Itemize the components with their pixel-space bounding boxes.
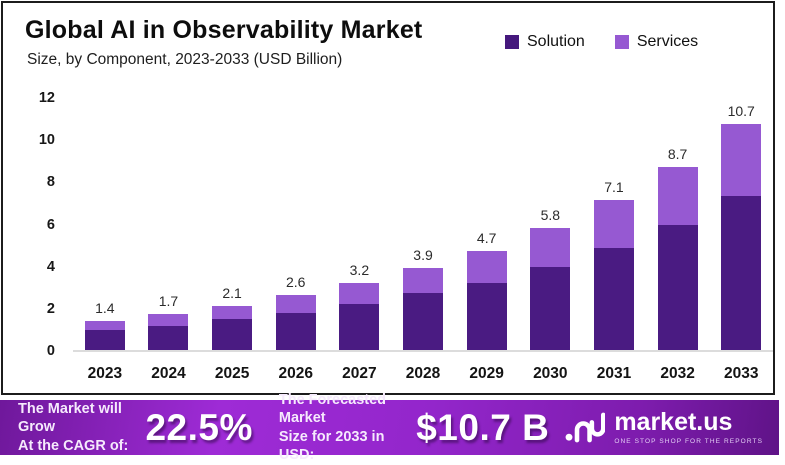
y-axis-tick-6: 6 xyxy=(46,216,55,233)
bar-column-2029: 4.7 xyxy=(455,230,519,350)
chart-panel: Global AI in Observability Market Size, … xyxy=(1,1,775,395)
brand-text: market.us ONE STOP SHOP FOR THE REPORTS xyxy=(614,408,763,446)
x-axis-label-2025: 2025 xyxy=(214,365,250,382)
x-axis: 2023 2024 2025 2026 2027 2028 2029 2030 2031 2032… xyxy=(73,365,773,383)
x-axis-label-2028: 2028 xyxy=(405,365,441,382)
bar-segment-solution-2023 xyxy=(84,330,125,350)
legend-label: Solution xyxy=(527,33,585,50)
bar-segment-services-2030 xyxy=(530,227,571,267)
bar-column-2024: 1.7 xyxy=(137,293,201,350)
bar-segment-solution-2028 xyxy=(403,293,444,350)
cagr-label-line1: The Market will Grow xyxy=(18,401,122,436)
bar-column-2031: 7.1 xyxy=(582,179,646,350)
x-axis-label-2024: 2024 xyxy=(151,365,186,382)
y-axis-tick-12: 12 xyxy=(38,90,55,106)
bar-segment-services-2029 xyxy=(466,250,507,283)
x-axis-label-2023: 2023 xyxy=(87,365,123,382)
brand-logo: market.us ONE STOP SHOP FOR THE REPORTS xyxy=(565,410,767,445)
bar-value-label: 10.7 xyxy=(727,103,755,120)
bar-segment-services-2024 xyxy=(148,314,189,326)
forecast-value: $10.7 B xyxy=(416,406,550,448)
cagr-value: 22.5% xyxy=(145,406,253,448)
legend-label: Services xyxy=(636,33,699,50)
bar-column-2032: 8.7 xyxy=(646,146,710,350)
bar-value-label: 1.7 xyxy=(158,293,179,310)
x-axis-label-2026: 2026 xyxy=(278,365,313,382)
forecast-label-line1: The Forecasted Market xyxy=(278,392,387,427)
brand-name: market.us xyxy=(614,408,733,436)
cagr-label-line2: At the CAGR of: xyxy=(18,437,129,454)
x-axis-label-2027: 2027 xyxy=(342,365,377,382)
y-axis-tick-8: 8 xyxy=(46,174,55,191)
cagr-label: The Market will Grow At the CAGR of: xyxy=(18,400,129,454)
x-axis-label-2033: 2033 xyxy=(723,365,759,382)
bar-segment-services-2027 xyxy=(339,282,380,304)
legend: Solution Services xyxy=(505,33,698,51)
bar-segment-solution-2024 xyxy=(148,325,189,350)
legend-swatch xyxy=(614,35,629,49)
bars-container: 1.4 1.7 2.1 2.6 3.2 3.9 4.7 5.8 7.1 8.7 10.7 xyxy=(73,99,773,350)
bar-value-label: 2.1 xyxy=(222,284,242,301)
y-axis-tick-4: 4 xyxy=(46,258,55,275)
legend-swatch xyxy=(505,35,519,49)
y-axis-tick-0: 0 xyxy=(46,343,55,359)
bar-segment-solution-2026 xyxy=(275,313,316,350)
bar-value-label: 3.2 xyxy=(349,261,370,278)
bar-segment-services-2023 xyxy=(84,320,125,330)
bar-segment-services-2028 xyxy=(403,267,444,294)
bar-value-label: 1.4 xyxy=(95,299,115,316)
bar-segment-solution-2033 xyxy=(721,196,762,350)
page-title: Global AI in Observability Market xyxy=(25,16,423,44)
bar-column-2028: 3.9 xyxy=(391,247,455,350)
x-axis-label-2031: 2031 xyxy=(596,365,632,382)
bar-segment-solution-2030 xyxy=(530,266,571,350)
bar-column-2026: 2.6 xyxy=(264,274,328,350)
bar-value-label: 3.9 xyxy=(413,246,433,263)
bar-segment-services-2025 xyxy=(212,305,253,320)
bar-column-2027: 3.2 xyxy=(328,262,392,350)
bar-segment-services-2033 xyxy=(721,124,762,197)
bar-segment-services-2032 xyxy=(657,166,698,225)
bar-segment-services-2031 xyxy=(593,200,634,248)
bar-column-2033: 10.7 xyxy=(709,103,773,350)
bar-value-label: 8.7 xyxy=(667,145,688,162)
page-subtitle: Size, by Component, 2023-2033 (USD Billi… xyxy=(27,51,343,68)
forecast-label-line2: Size for 2033 in USD: xyxy=(278,428,385,463)
bar-column-2030: 5.8 xyxy=(518,207,582,350)
bar-column-2025: 2.1 xyxy=(200,285,264,350)
bar-value-label: 2.6 xyxy=(286,274,306,291)
x-axis-label-2032: 2032 xyxy=(660,365,695,382)
bar-value-label: 4.7 xyxy=(476,229,497,246)
forecast-label: The Forecasted Market Size for 2033 in U… xyxy=(279,391,400,464)
y-axis: 0 2 4 6 8 10 12 xyxy=(3,3,63,397)
bar-column-2023: 1.4 xyxy=(73,299,137,350)
brand-tagline: ONE STOP SHOP FOR THE REPORTS xyxy=(614,438,763,445)
bar-value-label: 7.1 xyxy=(604,179,624,196)
bar-segment-services-2026 xyxy=(275,295,316,314)
bar-segment-solution-2025 xyxy=(212,319,253,350)
legend-item-services: Services xyxy=(614,33,699,51)
bar-value-label: 5.8 xyxy=(540,206,561,223)
market-us-icon xyxy=(565,412,606,443)
plot-area: 1.4 1.7 2.1 2.6 3.2 3.9 4.7 5.8 7.1 8.7 10.7 xyxy=(73,99,773,352)
x-axis-label-2030: 2030 xyxy=(533,365,568,382)
y-axis-tick-2: 2 xyxy=(46,300,55,317)
bar-segment-solution-2032 xyxy=(657,224,698,350)
cagr-banner: The Market will Grow At the CAGR of: 22.… xyxy=(0,392,779,463)
bar-segment-solution-2029 xyxy=(466,282,507,350)
x-axis-label-2029: 2029 xyxy=(469,365,504,382)
bar-segment-solution-2031 xyxy=(593,247,634,350)
y-axis-tick-10: 10 xyxy=(38,132,55,149)
bar-segment-solution-2027 xyxy=(339,303,380,350)
legend-item-solution: Solution xyxy=(505,33,585,51)
